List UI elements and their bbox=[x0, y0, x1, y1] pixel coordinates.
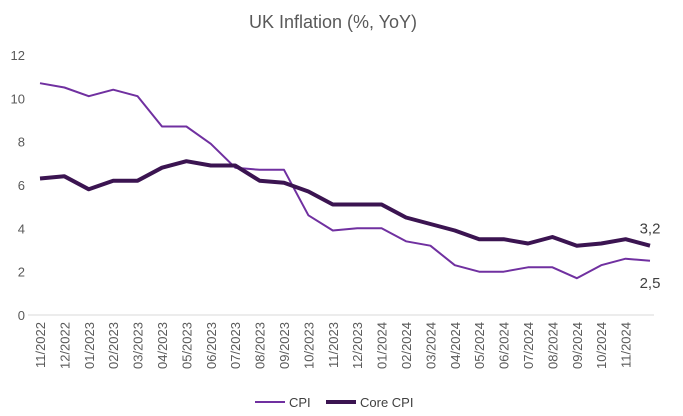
annotations: 3,2 2,5 bbox=[640, 221, 661, 292]
x-tick-label: 03/2024 bbox=[423, 322, 438, 369]
x-tick-label: 08/2023 bbox=[253, 322, 268, 369]
legend: CPI Core CPI bbox=[255, 395, 413, 410]
y-tick-label: 12 bbox=[11, 48, 25, 63]
series-layer bbox=[39, 82, 651, 280]
chart-title: UK Inflation (%, YoY) bbox=[249, 12, 417, 32]
x-tick-label: 01/2024 bbox=[375, 322, 390, 369]
y-tick-label: 2 bbox=[18, 265, 25, 280]
x-tick-label: 10/2024 bbox=[594, 322, 609, 369]
x-tick-label: 04/2024 bbox=[448, 322, 463, 369]
x-axis: 11/2022 12/2022 01/2023 02/2023 03/2023 04/20… bbox=[33, 322, 634, 369]
x-tick-label: 11/2024 bbox=[619, 322, 634, 368]
y-tick-label: 0 bbox=[18, 308, 25, 323]
x-tick-label: 02/2023 bbox=[106, 322, 121, 369]
x-tick-label: 05/2024 bbox=[472, 322, 487, 369]
legend-label-cpi: CPI bbox=[289, 395, 311, 410]
end-value-label: 3,2 bbox=[640, 221, 661, 238]
y-tick-label: 6 bbox=[18, 178, 25, 193]
x-tick-label: 01/2023 bbox=[82, 322, 97, 369]
y-tick-label: 10 bbox=[11, 91, 25, 106]
end-value-label: 2,5 bbox=[640, 275, 661, 292]
x-tick-label: 09/2023 bbox=[277, 322, 292, 369]
x-tick-label: 12/2023 bbox=[350, 322, 365, 369]
y-axis: 0 2 4 6 8 10 12 bbox=[11, 48, 25, 323]
x-tick-label: 02/2024 bbox=[399, 322, 414, 369]
x-tick-label: 07/2023 bbox=[228, 322, 243, 369]
x-tick-label: 07/2024 bbox=[521, 322, 536, 369]
x-tick-label: 11/2023 bbox=[326, 322, 341, 368]
x-tick-label: 10/2023 bbox=[301, 322, 316, 369]
y-tick-label: 4 bbox=[18, 221, 25, 236]
x-tick-label: 06/2023 bbox=[204, 322, 219, 369]
y-tick-label: 8 bbox=[18, 135, 25, 150]
x-tick-label: 05/2023 bbox=[179, 322, 194, 369]
series-line-core-cpi bbox=[39, 159, 651, 248]
x-tick-label: 06/2024 bbox=[497, 322, 512, 369]
series-line-cpi bbox=[39, 82, 651, 280]
x-tick-label: 08/2024 bbox=[545, 322, 560, 369]
x-tick-label: 11/2022 bbox=[33, 322, 48, 368]
x-tick-label: 04/2023 bbox=[155, 322, 170, 369]
x-tick-label: 09/2024 bbox=[570, 322, 585, 369]
x-tick-label: 12/2022 bbox=[57, 322, 72, 369]
legend-label-core-cpi: Core CPI bbox=[360, 395, 413, 410]
x-tick-label: 03/2023 bbox=[131, 322, 146, 369]
